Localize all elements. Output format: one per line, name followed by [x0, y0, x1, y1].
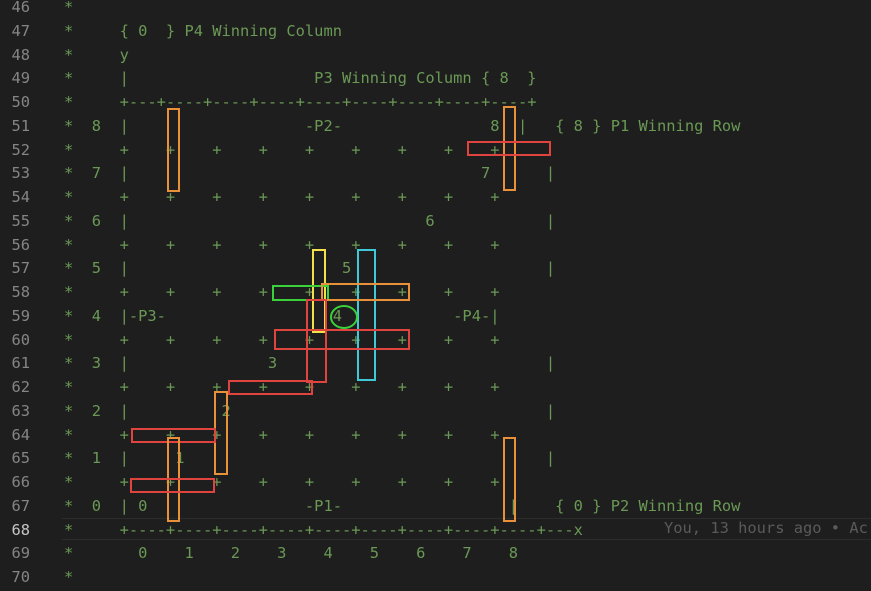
wall-horizontal: [321, 283, 410, 301]
line-number: 61: [11, 354, 30, 373]
code-line[interactable]: * + + + + + + + + +: [64, 425, 500, 444]
code-line[interactable]: * 4 |-P3- 4 -P4-|: [64, 306, 500, 325]
wall-vertical: [312, 249, 326, 333]
code-line[interactable]: * 6 | 6 |: [64, 211, 556, 230]
line-number: 53: [11, 164, 30, 183]
wall-horizontal: [130, 478, 215, 493]
line-number: 56: [11, 235, 30, 254]
code-line[interactable]: * 7 | 7 |: [64, 164, 556, 183]
code-line[interactable]: * + + + + + + + + +: [64, 140, 500, 159]
line-number: 70: [11, 568, 30, 586]
wall-horizontal: [467, 141, 551, 156]
code-line[interactable]: * +---+----+----+----+----+----+----+---…: [64, 93, 537, 111]
wall-vertical: [214, 391, 228, 475]
code-line[interactable]: *: [64, 0, 74, 16]
wall-vertical: [357, 249, 376, 381]
wall-vertical: [503, 106, 516, 191]
line-number: 60: [11, 330, 30, 349]
git-blame-annotation: You, 13 hours ago • Ac: [664, 519, 868, 537]
code-line[interactable]: * + + + + + + + + +: [64, 188, 500, 206]
line-number: 50: [11, 93, 30, 111]
wall-horizontal: [228, 380, 313, 395]
code-line[interactable]: * + + + + + + + + +: [64, 235, 500, 254]
wall-vertical: [503, 437, 516, 522]
line-number: 52: [11, 140, 30, 159]
line-number: 64: [11, 425, 30, 444]
code-line[interactable]: * + + + + + + + + +: [64, 283, 500, 301]
wall-vertical: [306, 299, 327, 383]
code-line[interactable]: * 0 | 0 -P1- | { 0 } P2 Winning Row: [64, 496, 741, 515]
line-number: 62: [11, 378, 30, 396]
center-marker-circle: [330, 305, 358, 329]
line-number: 69: [11, 544, 30, 563]
code-line[interactable]: * + + + + + + + + +: [64, 473, 500, 491]
code-line[interactable]: * 3 | 3 |: [64, 354, 556, 373]
line-number: 66: [11, 473, 30, 491]
line-number: 55: [11, 211, 30, 230]
code-line[interactable]: * | P3 Winning Column { 8 }: [64, 69, 537, 88]
line-number: 63: [11, 401, 30, 420]
code-line[interactable]: * 8 | -P2- 8 | { 8 } P1 Winning Row: [64, 116, 741, 135]
line-number: 51: [11, 116, 30, 135]
code-line[interactable]: * { 0 } P4 Winning Column: [64, 21, 342, 40]
line-number: 65: [11, 449, 30, 468]
code-line[interactable]: * +----+----+----+----+----+----+----+--…: [64, 520, 583, 539]
current-line-highlight: [62, 518, 871, 540]
wall-horizontal: [131, 428, 216, 443]
line-number: 59: [11, 306, 30, 325]
wall-horizontal: [272, 285, 329, 301]
line-number: 68: [11, 520, 30, 539]
code-line[interactable]: * y: [64, 45, 129, 64]
wall-horizontal: [274, 329, 410, 350]
code-line[interactable]: *: [64, 568, 74, 586]
line-number: 48: [11, 45, 30, 64]
code-line[interactable]: * 5 | 5 |: [64, 259, 556, 278]
line-number: 58: [11, 283, 30, 301]
line-number: 54: [11, 188, 30, 206]
line-number: 47: [11, 21, 30, 40]
line-number: 57: [11, 259, 30, 278]
code-line[interactable]: * + + + + + + + + +: [64, 330, 500, 349]
line-number: 67: [11, 496, 30, 515]
wall-vertical: [167, 108, 180, 192]
line-number: 46: [11, 0, 30, 16]
code-line[interactable]: * + + + + + + + + +: [64, 378, 500, 396]
line-number: 49: [11, 69, 30, 88]
code-line[interactable]: * 0 1 2 3 4 5 6 7 8: [64, 544, 519, 563]
